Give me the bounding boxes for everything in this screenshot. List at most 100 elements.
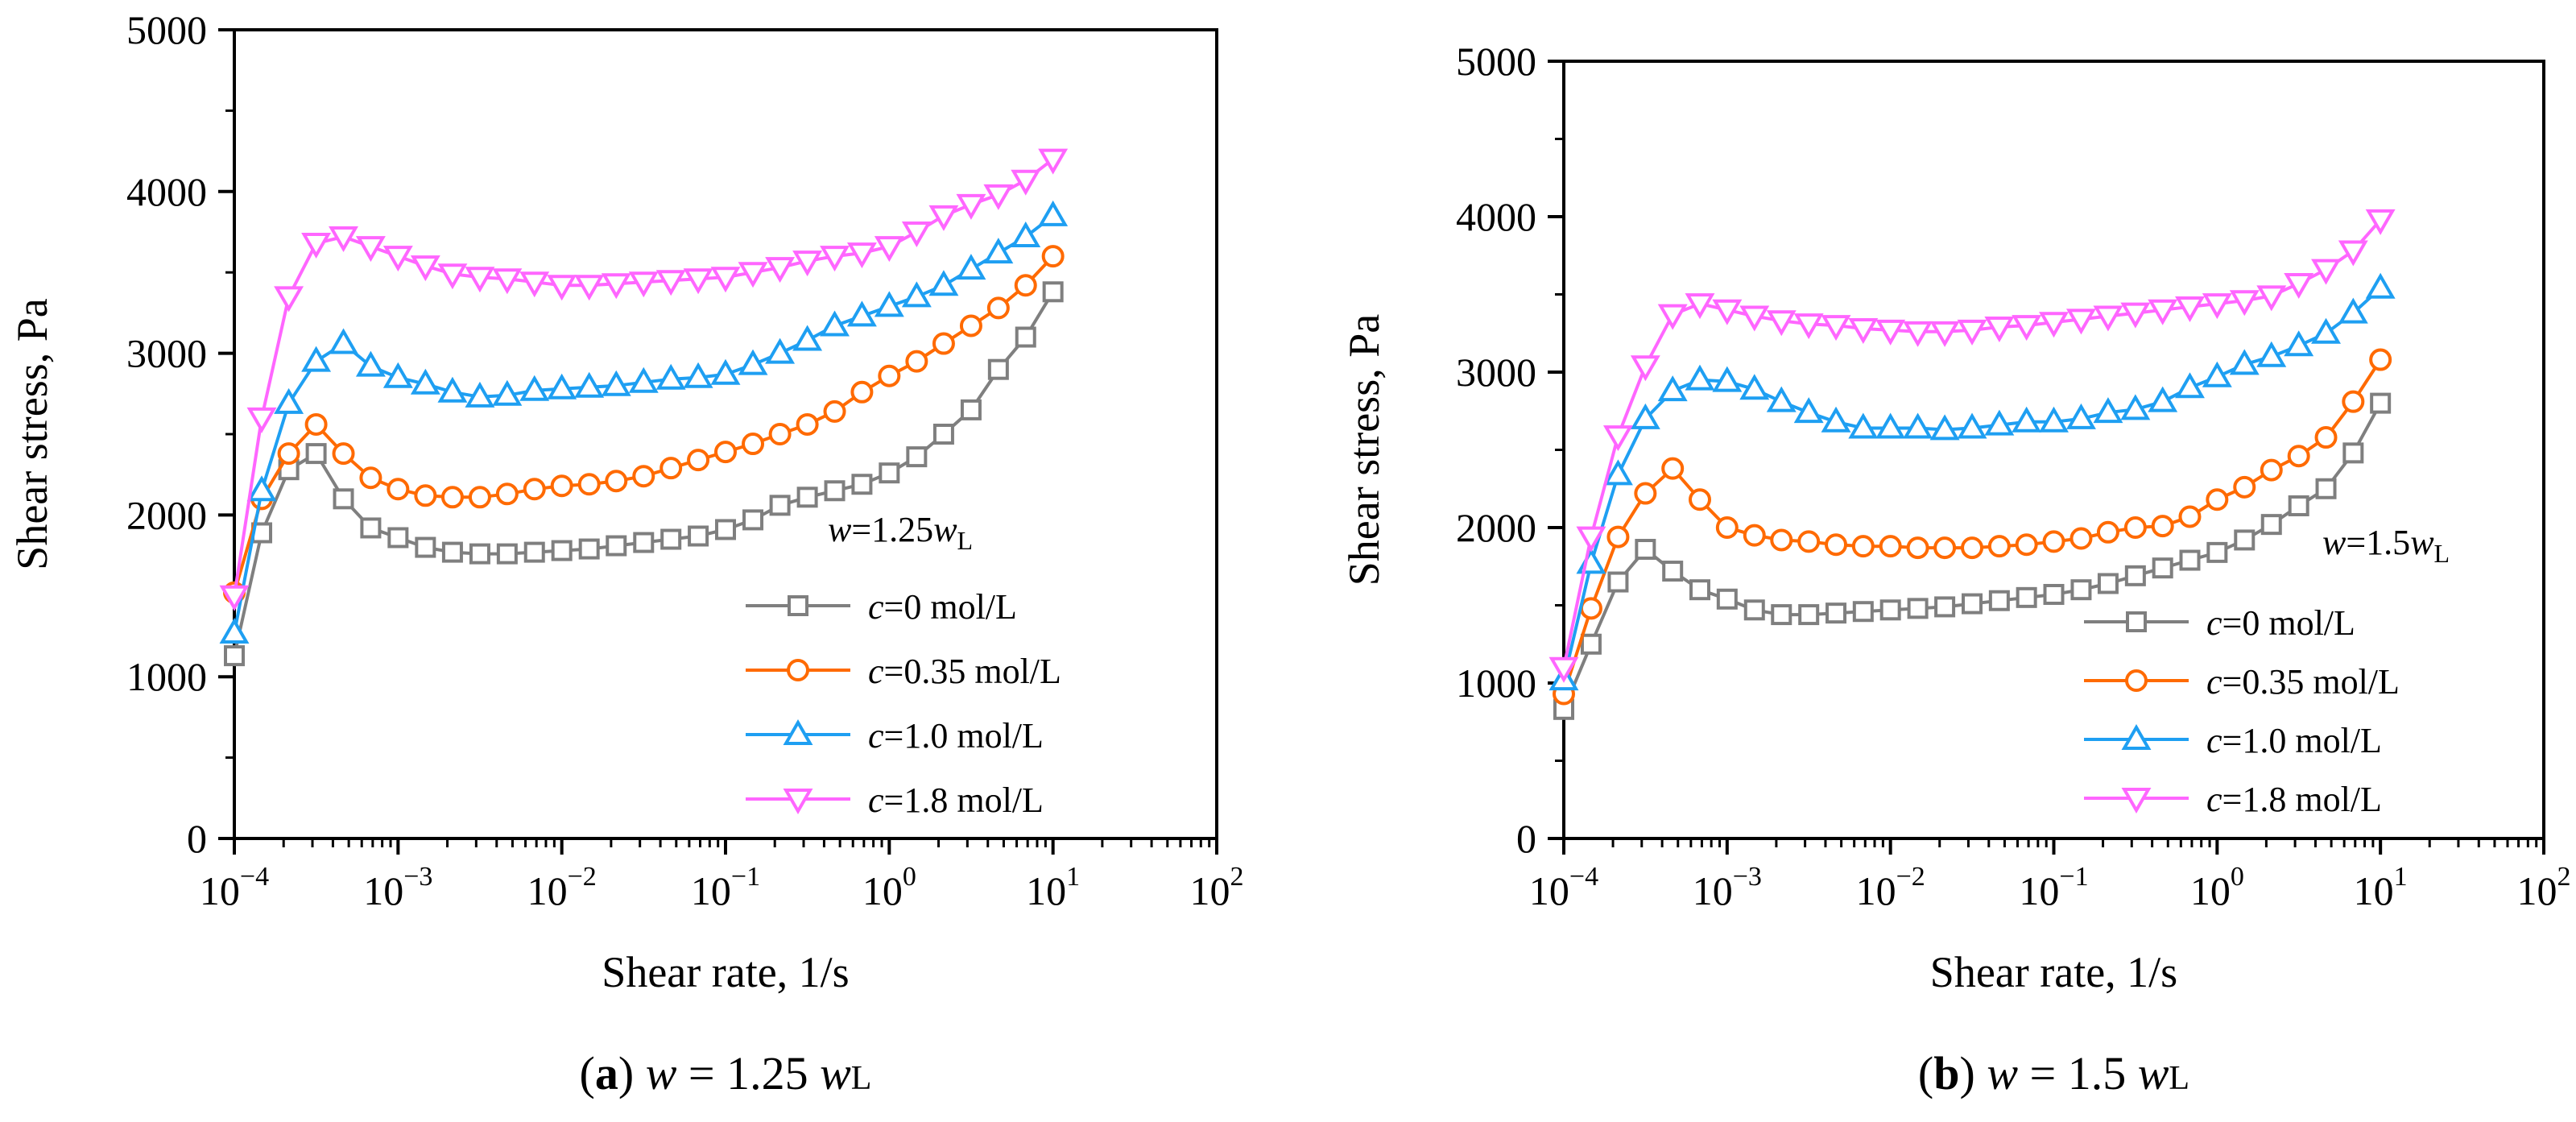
panel-b-data-point — [1826, 602, 1847, 624]
panel-b-data-point — [2042, 530, 2065, 553]
panel-b-data-point — [1602, 459, 1633, 486]
panel-a-legend-label: c=0 mol/L — [868, 587, 1017, 627]
panel-a-data-point — [382, 246, 413, 272]
panel-b-data-point — [1851, 535, 1875, 558]
panel-b-data-point — [2260, 514, 2282, 536]
panel-a-data-point — [301, 346, 332, 372]
panel-a-data-point — [410, 368, 440, 395]
panel-a-data-point — [683, 268, 713, 295]
panel-a-data-point — [710, 358, 741, 385]
panel-a-data-point — [465, 267, 495, 293]
panel-b-data-point — [1607, 571, 1629, 593]
panel-a-data-point — [846, 242, 877, 269]
panel-a-data-point — [956, 254, 986, 280]
panel-a-x-tick-label: 10−2 — [527, 862, 597, 913]
panel-a-legend-label: c=1.0 mol/L — [868, 716, 1044, 756]
panel-b-x-axis: 10−4 10−3 10−2 10−1 100 101 102 — [1529, 838, 2571, 913]
panel-b-data-point — [2151, 515, 2174, 538]
panel-b-legend-marker — [2121, 723, 2152, 750]
panel-a-data-point — [574, 371, 605, 398]
panel-a-condition-annotation: w=1.25wL — [828, 510, 973, 555]
panel-b-data-point — [1630, 355, 1660, 382]
panel-b-data-point — [1739, 305, 1770, 332]
panel-b-data-point — [2123, 516, 2147, 539]
panel-b-data-point — [2370, 392, 2392, 414]
panel-b-data-point — [2043, 583, 2065, 605]
panel-a-data-point — [655, 363, 686, 390]
panel-b-data-point — [2365, 272, 2396, 299]
panel-a-data-point — [792, 250, 823, 277]
panel-b-legend-marker — [2125, 669, 2148, 692]
panel-b-series-1 — [1553, 348, 2392, 706]
panel-b-data-point — [1793, 313, 1824, 340]
panel-b-data-point — [1934, 596, 1956, 618]
panel-b-data-point — [1906, 536, 1929, 560]
panel-b-data-point — [1987, 535, 2011, 558]
panel-b-data-point — [2260, 458, 2283, 482]
panel-b-data-point — [1576, 526, 1606, 553]
panel-b-data-point — [2016, 586, 2037, 608]
panel-a-data-point — [277, 442, 300, 466]
panel-a-x-tick-label: 101 — [1026, 862, 1080, 913]
panel-a-data-point — [496, 543, 518, 565]
panel-a-data-point — [874, 236, 904, 263]
panel-a-x-tick-label: 10−3 — [363, 862, 432, 913]
panel-b-data-point — [1793, 397, 1824, 424]
panel-b-data-point — [1771, 604, 1792, 626]
panel-a-x-tick-label: 102 — [1190, 862, 1244, 913]
panel-b-data-point — [1770, 528, 1793, 552]
panel-b-data-point — [1657, 304, 1688, 330]
panel-a-data-point — [523, 541, 545, 563]
panel-a-data-point — [359, 466, 382, 490]
panel-b-data-point — [1606, 525, 1630, 549]
panel-b-legend-item: c=1.8 mol/L — [2084, 780, 2382, 819]
panel-a-data-point — [928, 205, 959, 231]
panel-b-data-point — [2314, 426, 2338, 449]
panel-b-data-point — [1988, 590, 2010, 611]
panel-a-caption: (a) w = 1.25 wL — [580, 1047, 872, 1099]
panel-b-condition-annotation: w=1.5wL — [2322, 523, 2450, 568]
panel-b-data-point — [2256, 285, 2287, 312]
panel-b-data-point — [1716, 588, 1738, 610]
panel-b-data-point — [1712, 299, 1743, 325]
panel-b-data-point — [2148, 299, 2178, 325]
panel-a-data-point — [469, 543, 490, 565]
panel-a-data-point — [901, 281, 932, 308]
panel-b-data-point — [2229, 349, 2260, 375]
panel-b-x-axis-label: Shear rate, 1/s — [1930, 948, 2177, 996]
panel-b-legend-label: c=0 mol/L — [2206, 603, 2355, 643]
panel-b-data-point — [2342, 390, 2365, 413]
panel-a-series-0 — [224, 281, 1064, 667]
panel-a-data-point — [850, 380, 874, 404]
panel-a-data-point — [823, 400, 846, 423]
panel-a-data-point — [683, 362, 713, 388]
panel-b-data-point — [2284, 272, 2314, 299]
panel-a-y-tick-label: 2000 — [126, 492, 207, 537]
panel-a-data-point — [387, 527, 409, 549]
panel-a-data-point — [578, 538, 600, 560]
panel-a-data-point — [574, 275, 605, 301]
panel-b-data-point — [1825, 533, 1848, 557]
panel-b-x-tick-label: 101 — [2354, 862, 2408, 913]
panel-b-data-point — [1602, 425, 1633, 452]
panel-a-legend-item: c=0 mol/L — [746, 587, 1017, 627]
panel-b-x-tick-label: 10−2 — [1856, 862, 1925, 913]
panel-a-legend-item: c=0.35 mol/L — [746, 652, 1061, 691]
panel-a-data-point — [879, 462, 900, 484]
panel-b-data-point — [1957, 319, 1987, 346]
panel-a-data-point — [820, 246, 850, 272]
panel-a-legend-marker — [788, 595, 808, 616]
panel-a-data-point — [492, 379, 523, 406]
panel-a-data-point — [742, 509, 764, 531]
panel-b-data-point — [2148, 386, 2178, 412]
panel-a-data-point — [796, 412, 819, 436]
panel-a-y-axis-label: Shear stress, Pa — [8, 298, 56, 569]
panel-a-data-point — [519, 375, 550, 401]
panel-a-data-point — [768, 423, 792, 445]
panel-a-data-point — [1011, 222, 1041, 248]
panel-a-data-point — [742, 433, 765, 456]
panel-a-data-point — [1038, 148, 1069, 175]
panel-a-data-point — [492, 268, 523, 295]
panel-b-data-point — [2284, 330, 2314, 357]
